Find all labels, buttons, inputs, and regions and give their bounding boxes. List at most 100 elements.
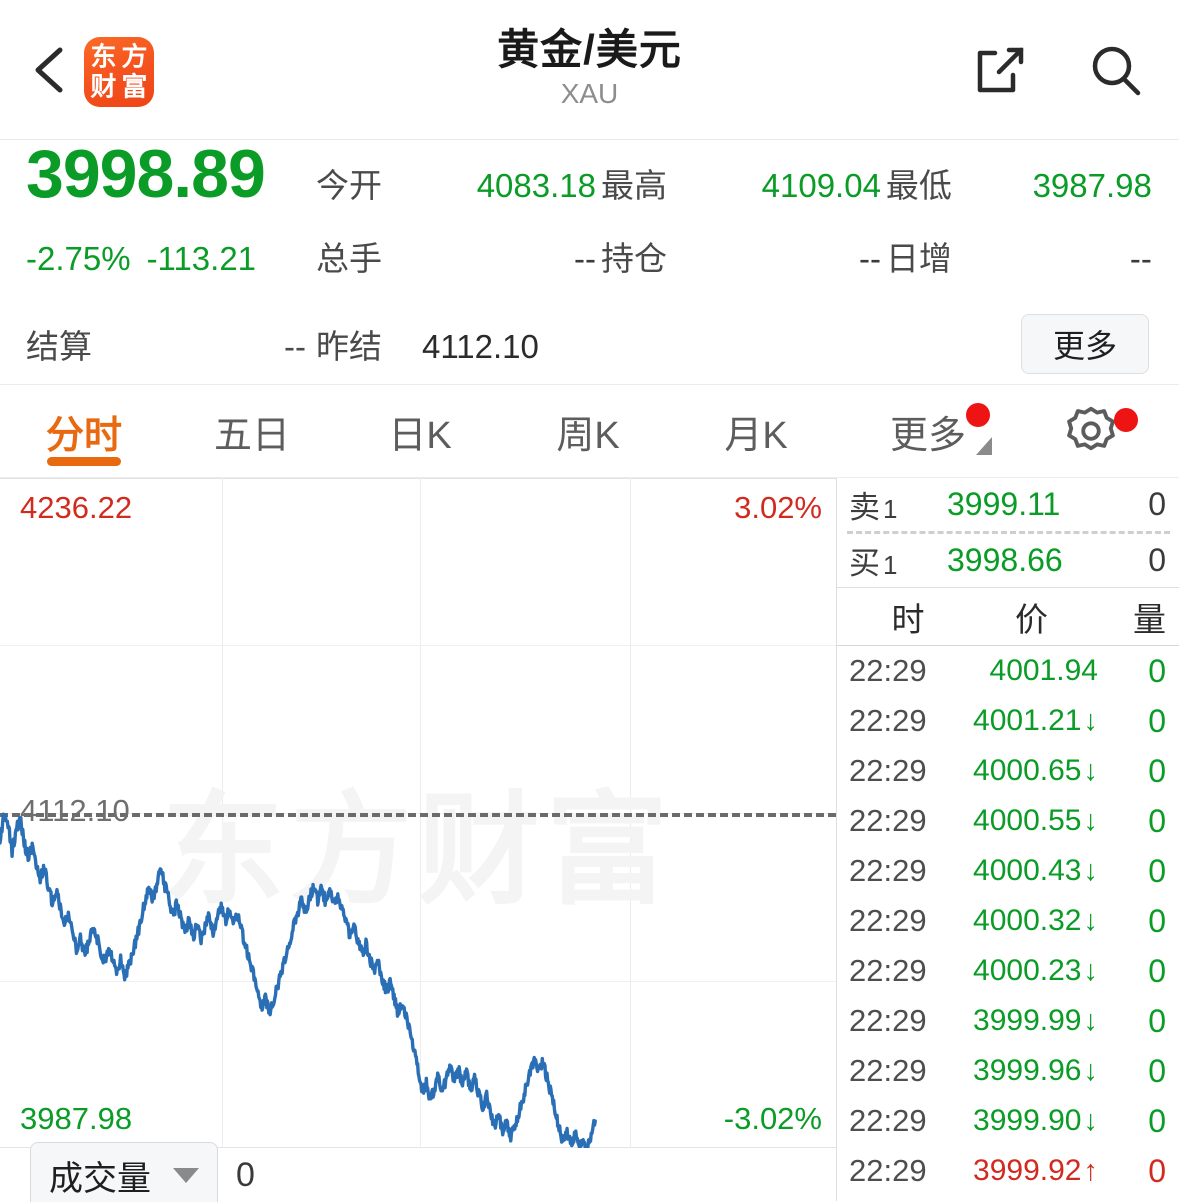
more-quote-fields-button[interactable]: 更多 <box>1021 314 1149 374</box>
gear-icon <box>1067 406 1115 451</box>
chart-axis-top-price: 4236.22 <box>20 490 133 525</box>
arrow-down-icon: ↓ <box>1083 705 1099 737</box>
last-price: 3998.89 <box>26 136 266 212</box>
field-high-value: 4109.04 <box>761 167 881 204</box>
price-line-path <box>0 812 597 1148</box>
tab-more-label: 更多 <box>889 414 966 457</box>
chart-top-border <box>0 478 836 479</box>
tab-intraday[interactable]: 分时 <box>0 385 168 478</box>
tick-volume: 0 <box>1148 752 1166 789</box>
chart-settings-button[interactable] <box>1016 400 1166 462</box>
ask-price: 3999.11 <box>947 486 1061 522</box>
tick-header-volume: 量 <box>1133 600 1166 638</box>
tick-row[interactable]: 22:29 4000.43↓ 0 <box>837 846 1179 896</box>
tick-row[interactable]: 22:29 4000.55↓ 0 <box>837 796 1179 846</box>
chart-gridline-horizontal <box>0 645 836 646</box>
arrow-down-icon: ↓ <box>1083 955 1099 987</box>
chart-axis-bottom-percent: -3.02% <box>723 1101 822 1136</box>
tick-header-time: 时 <box>891 600 925 638</box>
field-total-volume-label: 总手 <box>316 240 382 277</box>
chart-axis-top-percent: 3.02% <box>734 490 822 525</box>
change-group: -2.75% -113.21 <box>26 240 316 278</box>
arrow-down-icon: ↓ <box>1083 855 1099 887</box>
tab-monthly-k[interactable]: 月K <box>672 385 840 478</box>
arrow-down-icon: ↓ <box>1083 1055 1099 1087</box>
tick-volume: 0 <box>1148 852 1166 889</box>
tick-row[interactable]: 22:29 4000.23↓ 0 <box>837 946 1179 996</box>
tick-price: 4000.43↓ <box>973 854 1099 887</box>
tick-row[interactable]: 22:29 3999.96↓ 0 <box>837 1046 1179 1096</box>
field-total-volume: 总手 -- <box>316 232 601 280</box>
tick-row[interactable]: 22:29 3999.90↓ 0 <box>837 1096 1179 1146</box>
tick-volume: 0 <box>1148 802 1166 839</box>
tick-row[interactable]: 22:29 4000.65↓ 0 <box>837 746 1179 796</box>
field-settlement-value: -- <box>284 328 306 365</box>
chart-bottom-border <box>0 1147 836 1148</box>
tab-weekly-k-label: 周K <box>556 414 620 457</box>
tick-price: 3999.99↓ <box>973 1004 1099 1037</box>
tick-row[interactable]: 22:29 4000.32↓ 0 <box>837 896 1179 946</box>
tick-row[interactable]: 22:29 3999.92↑ 0 <box>837 1146 1179 1196</box>
tab-five-day-label: 五日 <box>213 414 290 457</box>
volume-indicator-select[interactable]: 成交量 <box>30 1141 218 1202</box>
share-external-icon <box>977 47 1024 93</box>
bid-ask-divider <box>847 531 1170 534</box>
tick-row[interactable]: 22:29 4001.21↓ 0 <box>837 696 1179 746</box>
bid-label-index: 1 <box>883 550 898 580</box>
quote-panel: 3998.89 今开 4083.18 最高 4109.04 最低 3987.98… <box>0 140 1179 385</box>
field-high: 最高 4109.04 <box>601 159 886 207</box>
volume-indicator-label: 成交量 <box>49 1159 151 1198</box>
tick-header-price: 价 <box>1015 600 1048 638</box>
logo-char-1: 东 <box>90 42 117 72</box>
tick-price: 4001.94 <box>989 654 1098 687</box>
ask-label-text: 卖 <box>849 490 880 525</box>
field-open-interest-value: -- <box>858 240 881 277</box>
tick-row[interactable]: 22:29 4001.94 0 <box>837 646 1179 696</box>
tick-volume: 0 <box>1148 652 1166 689</box>
search-button[interactable] <box>1083 38 1149 104</box>
ask-quantity: 0 <box>1148 486 1166 522</box>
tab-monthly-k-label: 月K <box>724 414 788 457</box>
volume-indicator-bar: 成交量 0 <box>0 1141 836 1202</box>
field-settlement: 结算 -- <box>26 320 316 368</box>
tick-price: 3999.92↑ <box>973 1154 1098 1187</box>
field-prev-settlement-label: 昨结 <box>316 328 382 365</box>
tick-row[interactable]: 22:29 3999.99↓ 0 <box>837 996 1179 1046</box>
back-button[interactable] <box>28 44 72 96</box>
tab-more[interactable]: 更多 <box>840 385 1016 478</box>
tab-daily-k[interactable]: 日K <box>336 385 504 478</box>
chart-reference-price-label: 4112.10 <box>20 793 130 828</box>
tick-volume: 0 <box>1148 702 1166 739</box>
share-button[interactable] <box>967 38 1033 104</box>
field-daily-increase: 日增 -- <box>886 232 1153 280</box>
chevron-left-icon <box>35 47 63 93</box>
intraday-chart[interactable]: 东方财富 4112.10 4236.22 3.02% 3987.98 -3.02… <box>0 478 836 1148</box>
bid-price: 3998.66 <box>947 542 1063 578</box>
tick-time: 22:29 <box>849 953 927 988</box>
tab-five-day[interactable]: 五日 <box>168 385 336 478</box>
brand-logo[interactable]: 东 方 财 富 <box>84 37 154 107</box>
settings-badge-dot <box>1114 408 1138 432</box>
field-low-label: 最低 <box>885 167 952 204</box>
tab-weekly-k[interactable]: 周K <box>504 385 672 478</box>
chart-gridline-horizontal <box>0 981 836 982</box>
arrow-down-icon: ↓ <box>1083 1005 1099 1037</box>
field-open-value: 4083.18 <box>476 167 596 204</box>
volume-indicator-value: 0 <box>236 1155 255 1194</box>
quote-row-secondary: -2.75% -113.21 总手 -- 持仓 -- 日增 -- <box>26 232 1153 306</box>
chart-axis-bottom-price: 3987.98 <box>20 1101 133 1136</box>
field-open-interest-label: 持仓 <box>600 240 667 277</box>
intraday-chart-column: 东方财富 4112.10 4236.22 3.02% 3987.98 -3.02… <box>0 478 837 1202</box>
logo-char-3: 财 <box>90 72 117 102</box>
tick-time: 22:29 <box>849 1003 927 1038</box>
arrow-down-icon: ↓ <box>1083 905 1099 937</box>
tick-time: 22:29 <box>849 753 927 788</box>
field-open-interest: 持仓 -- <box>601 232 886 280</box>
